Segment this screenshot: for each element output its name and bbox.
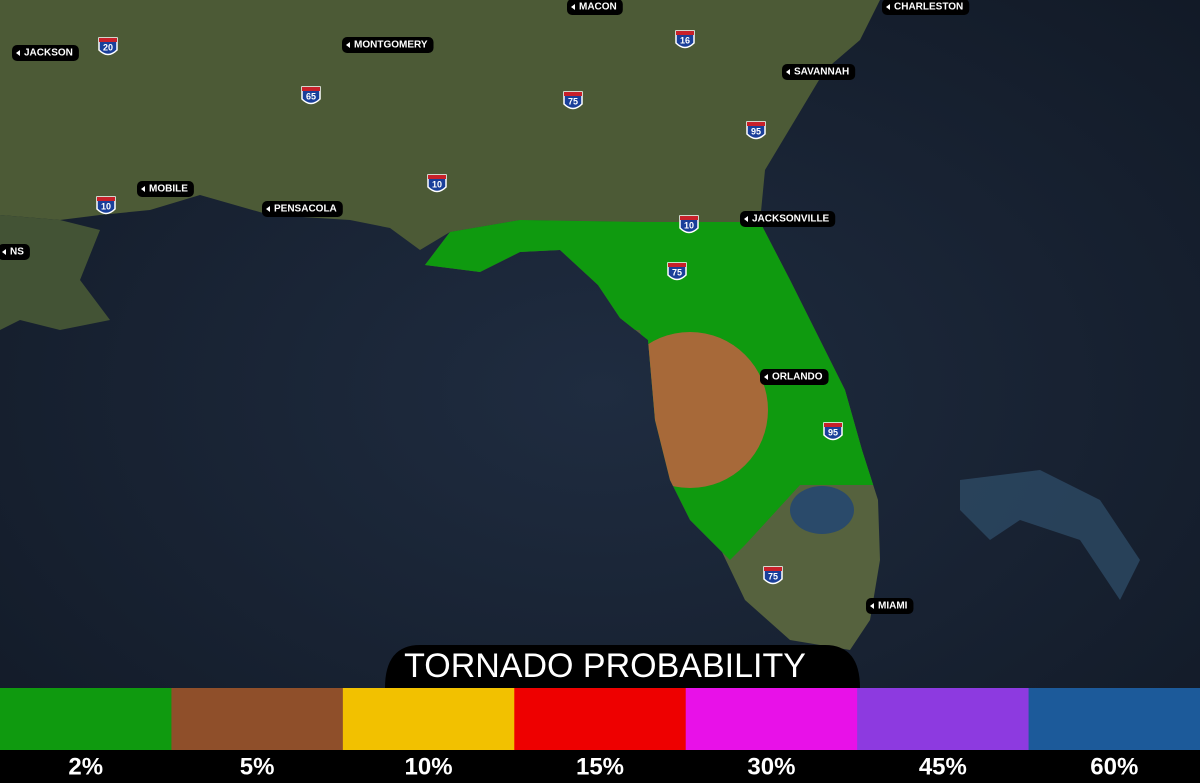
city-pill: [137, 181, 194, 197]
city-name: NS: [10, 247, 24, 258]
city-name: PENSACOLA: [274, 204, 337, 215]
interstate-shield: [96, 196, 116, 215]
city-pill: [12, 45, 79, 61]
city-pill: [567, 0, 623, 15]
city-pill: [760, 369, 829, 385]
city-name: SAVANNAH: [794, 67, 849, 78]
interstate-band: [428, 175, 446, 179]
city-marker: [141, 186, 145, 192]
interstate-band: [564, 92, 582, 96]
interstate-band: [97, 197, 115, 201]
city-pill: [740, 211, 836, 227]
city-marker: [786, 69, 790, 75]
legend-swatch: [857, 688, 1030, 750]
city-label: MIAMI: [866, 598, 914, 614]
city-marker: [266, 206, 270, 212]
city-name: ORLANDO: [772, 372, 823, 383]
interstate-shield: [763, 566, 783, 585]
city-marker: [2, 249, 6, 255]
legend-label: 60%: [1090, 753, 1138, 780]
interstate-number: 75: [568, 96, 578, 106]
city-pill: [342, 37, 434, 53]
city-label: MACON: [567, 0, 623, 15]
interstate-number: 10: [432, 179, 442, 189]
city-label: MONTGOMERY: [342, 37, 434, 53]
city-name: JACKSONVILLE: [752, 214, 830, 225]
interstate-band: [764, 567, 782, 571]
legend-swatch: [171, 688, 344, 750]
lake: [790, 486, 854, 534]
interstate-number: 65: [306, 91, 316, 101]
city-pill: [262, 201, 343, 217]
legend-title-tab: [385, 645, 860, 688]
legend-swatch: [0, 688, 172, 750]
legend-swatch: [342, 688, 515, 750]
bahamas: [960, 470, 1140, 600]
interstate-shield: [98, 37, 118, 56]
city-label: CHARLESTON: [882, 0, 970, 15]
delta: [0, 215, 110, 330]
city-label: ORLANDO: [760, 369, 829, 385]
interstate-band: [302, 87, 320, 91]
interstate-number: 10: [684, 220, 694, 230]
legend-swatch: [1028, 688, 1200, 750]
city-pill: [0, 244, 30, 260]
interstate-band: [824, 423, 842, 427]
interstate-number: 75: [768, 571, 778, 581]
interstate-shield: [563, 91, 583, 110]
city-name: MIAMI: [878, 601, 908, 612]
legend-label: 10%: [405, 753, 453, 780]
interstate-shield: [679, 215, 699, 234]
city-label: JACKSON: [12, 45, 79, 61]
interstate-number: 95: [751, 126, 761, 136]
interstate-band: [747, 122, 765, 126]
interstate-shield: [746, 121, 766, 140]
city-name: JACKSON: [24, 48, 73, 59]
interstate-band: [668, 263, 686, 267]
city-marker: [870, 603, 874, 609]
city-label: SAVANNAH: [782, 64, 856, 80]
interstate-number: 16: [680, 35, 690, 45]
city-pill: [866, 598, 914, 614]
interstate-number: 75: [672, 267, 682, 277]
city-pill: [782, 64, 856, 80]
legend-label: 2%: [68, 753, 103, 780]
city-marker: [744, 216, 748, 222]
interstate-band: [680, 216, 698, 220]
city-marker: [346, 42, 350, 48]
city-label: JACKSONVILLE: [740, 211, 836, 227]
legend-label: 45%: [919, 753, 967, 780]
city-name: MOBILE: [149, 184, 188, 195]
city-marker: [886, 4, 890, 10]
city-marker: [764, 374, 768, 380]
city-name: MONTGOMERY: [354, 40, 428, 51]
city-label: PENSACOLA: [262, 201, 343, 217]
interstate-band: [676, 31, 694, 35]
legend-label: 15%: [576, 753, 624, 780]
legend-swatch: [685, 688, 858, 750]
legend-swatch: [514, 688, 687, 750]
interstate-shield: [667, 262, 687, 281]
interstate-shield: [823, 422, 843, 441]
city-label: MOBILE: [137, 181, 194, 197]
interstate-shield: [675, 30, 695, 49]
city-label: NS: [0, 244, 30, 260]
interstate-shield: [301, 86, 321, 105]
legend-label: 5%: [240, 753, 275, 780]
city-marker: [16, 50, 20, 56]
interstate-band: [99, 38, 117, 42]
city-name: MACON: [579, 2, 617, 13]
mainland: [0, 0, 880, 250]
interstate-number: 95: [828, 427, 838, 437]
legend-title: TORNADO PROBABILITY: [404, 647, 806, 685]
legend-label-strip: [0, 750, 1200, 783]
city-pill: [882, 0, 970, 15]
city-name: CHARLESTON: [894, 2, 963, 13]
city-marker: [571, 4, 575, 10]
interstate-number: 10: [101, 201, 111, 211]
legend-label: 30%: [747, 753, 795, 780]
interstate-shield: [427, 174, 447, 193]
interstate-number: 20: [103, 42, 113, 52]
